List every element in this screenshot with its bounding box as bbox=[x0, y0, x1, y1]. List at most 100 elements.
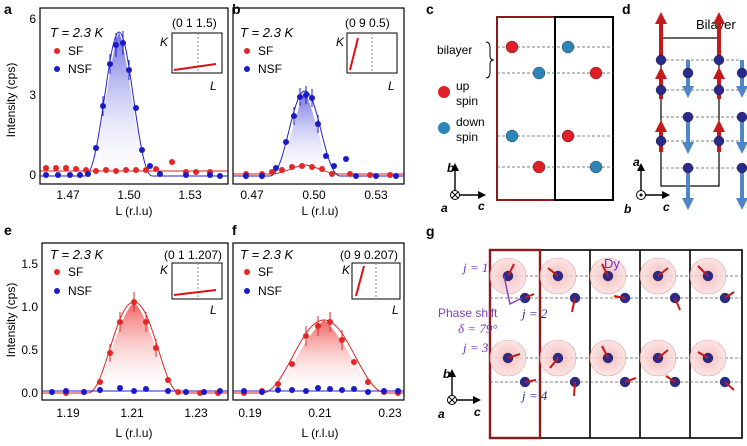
inset-l-f: L bbox=[392, 303, 399, 317]
temp-label-f: T = 2.3 K bbox=[240, 247, 294, 262]
sf-fill-e bbox=[88, 302, 180, 393]
x-tick-b-3: 0.53 bbox=[364, 188, 388, 202]
inset-box-e bbox=[171, 262, 223, 300]
nsf-legend-marker-b bbox=[244, 66, 250, 72]
sf-points-b bbox=[243, 163, 393, 178]
nsf-legend-marker-f bbox=[244, 288, 250, 294]
nsf-legend-f: NSF bbox=[258, 284, 282, 298]
unit-cell-right bbox=[554, 16, 614, 201]
j2-label: j = 2 bbox=[520, 306, 548, 321]
x-tick-a-2: 1.50 bbox=[117, 188, 141, 202]
panel-a: a Intensity (cps) 6 3 0 T = 2.3 K SF NSF… bbox=[4, 1, 229, 218]
temp-label-e: T = 2.3 K bbox=[50, 247, 104, 262]
panel-b: b T = 2.3 K SF NSF (0 9 0.5) K L 0.47 0.… bbox=[232, 1, 405, 218]
panel-f: f T = 2.3 K SF NSF (0 9 0.207) K L 0.19 … bbox=[232, 222, 405, 440]
panel-c: c bilayer up spin down spin b a c bbox=[426, 1, 614, 215]
axes-triad-c bbox=[450, 163, 486, 200]
inset-k-b: K bbox=[336, 35, 345, 49]
nsf-fill-a bbox=[85, 32, 152, 176]
axes-frame-b bbox=[232, 7, 405, 185]
x-axis-label-e: L (r.l.u) bbox=[116, 426, 153, 440]
error-bars-f bbox=[305, 312, 343, 350]
x-tick-f-3: 0.23 bbox=[378, 406, 402, 420]
x-tick-e-1: 1.19 bbox=[56, 406, 80, 420]
x-tick-a-3: 1.53 bbox=[178, 188, 202, 202]
dy-atoms-d bbox=[655, 54, 747, 174]
y-tick-a-0: 0 bbox=[29, 168, 36, 182]
bilayer-title-d: Bilayer bbox=[696, 17, 736, 32]
panel-label-f: f bbox=[232, 222, 237, 238]
j4-label: j = 4 bbox=[520, 388, 548, 403]
inset-arrow-f bbox=[355, 265, 365, 297]
axis-c-g: c bbox=[474, 405, 481, 419]
up-spin-label-2: spin bbox=[456, 94, 478, 108]
panel-g: g j = 1 j = 2 j = 3 j = 4 Dy bbox=[426, 223, 743, 440]
x-axis-label-a: L (r.l.u) bbox=[116, 204, 153, 218]
layer-dashes-d bbox=[661, 59, 740, 169]
axis-b-g: b bbox=[443, 367, 450, 381]
sf-fill-f bbox=[262, 320, 386, 393]
axes-triad-g bbox=[447, 369, 481, 405]
sf-legend-marker-f bbox=[244, 269, 250, 275]
q-vector-a: (0 1 1.5) bbox=[172, 16, 217, 30]
axis-c-c: c bbox=[478, 199, 485, 213]
spin-arrows-down-d bbox=[682, 60, 747, 210]
panel-label-d: d bbox=[622, 1, 631, 17]
temp-label-a: T = 2.3 K bbox=[50, 25, 104, 40]
phase-shift-value: δ = 79° bbox=[458, 321, 498, 336]
spin-atoms-c bbox=[505, 40, 603, 174]
y-tick-e-05: 0.5 bbox=[21, 343, 38, 357]
panel-label-b: b bbox=[232, 1, 241, 17]
up-spin-label-1: up bbox=[456, 79, 470, 93]
inset-k-e: K bbox=[160, 263, 169, 277]
axis-c-d: c bbox=[663, 200, 670, 214]
axes-triad-d bbox=[636, 163, 670, 200]
y-tick-e-15: 1.5 bbox=[21, 257, 38, 271]
axis-a-d: a bbox=[633, 155, 640, 169]
down-spin-label-2: spin bbox=[456, 130, 478, 144]
j1-label: j = 1 bbox=[461, 260, 488, 275]
bilayer-label: bilayer bbox=[437, 43, 472, 57]
temp-label-b: T = 2.3 K bbox=[240, 25, 294, 40]
highlight-cell-g bbox=[488, 248, 542, 440]
error-bars-e bbox=[109, 292, 157, 362]
nsf-fill-b bbox=[270, 91, 340, 176]
x-tick-f-2: 0.21 bbox=[308, 406, 332, 420]
q-vector-b: (0 9 0.5) bbox=[345, 16, 390, 30]
sf-legend-marker-e bbox=[54, 269, 60, 275]
j3-label: j = 3 bbox=[461, 340, 489, 355]
sf-legend-marker-b bbox=[244, 48, 250, 54]
unit-cell-left bbox=[496, 16, 556, 201]
phase-shift-arrow bbox=[503, 275, 523, 306]
inset-arrow-e bbox=[173, 289, 217, 296]
sf-legend-e: SF bbox=[68, 265, 83, 279]
sf-legend-marker-a bbox=[54, 48, 60, 54]
up-spin-legend-marker bbox=[438, 86, 450, 98]
q-vector-e: (0 1 1.207) bbox=[164, 248, 222, 262]
panel-label-c: c bbox=[426, 1, 434, 17]
panel-label-g: g bbox=[426, 223, 435, 239]
x-tick-e-3: 1.23 bbox=[184, 406, 208, 420]
dy-label: Dy bbox=[604, 256, 620, 271]
nsf-points-f bbox=[241, 385, 401, 395]
x-tick-b-1: 0.47 bbox=[240, 188, 264, 202]
axis-b-d: b bbox=[624, 202, 631, 216]
nsf-legend-b: NSF bbox=[258, 62, 282, 76]
inset-k-a: K bbox=[160, 35, 169, 49]
nsf-legend-marker-a bbox=[54, 66, 60, 72]
y-tick-e-00: 0.0 bbox=[21, 386, 38, 400]
panel-label-e: e bbox=[4, 222, 12, 238]
nsf-fit-b bbox=[233, 90, 404, 177]
panel-e: e Intensity (cps) 1.5 1.0 0.5 0.0 T = 2.… bbox=[4, 222, 229, 440]
inset-box-a bbox=[171, 32, 223, 74]
y-axis-label-a: Intensity (cps) bbox=[4, 63, 18, 138]
axis-a-c: a bbox=[441, 201, 448, 215]
axis-b-c: b bbox=[447, 161, 454, 175]
error-bars-a bbox=[102, 31, 130, 116]
nsf-legend-e: NSF bbox=[68, 284, 92, 298]
q-vector-f: (0 9 0.207) bbox=[340, 248, 398, 262]
y-tick-a-6: 6 bbox=[29, 12, 36, 26]
inset-arrow-b bbox=[349, 37, 359, 71]
spin-arrows-g bbox=[507, 263, 735, 397]
